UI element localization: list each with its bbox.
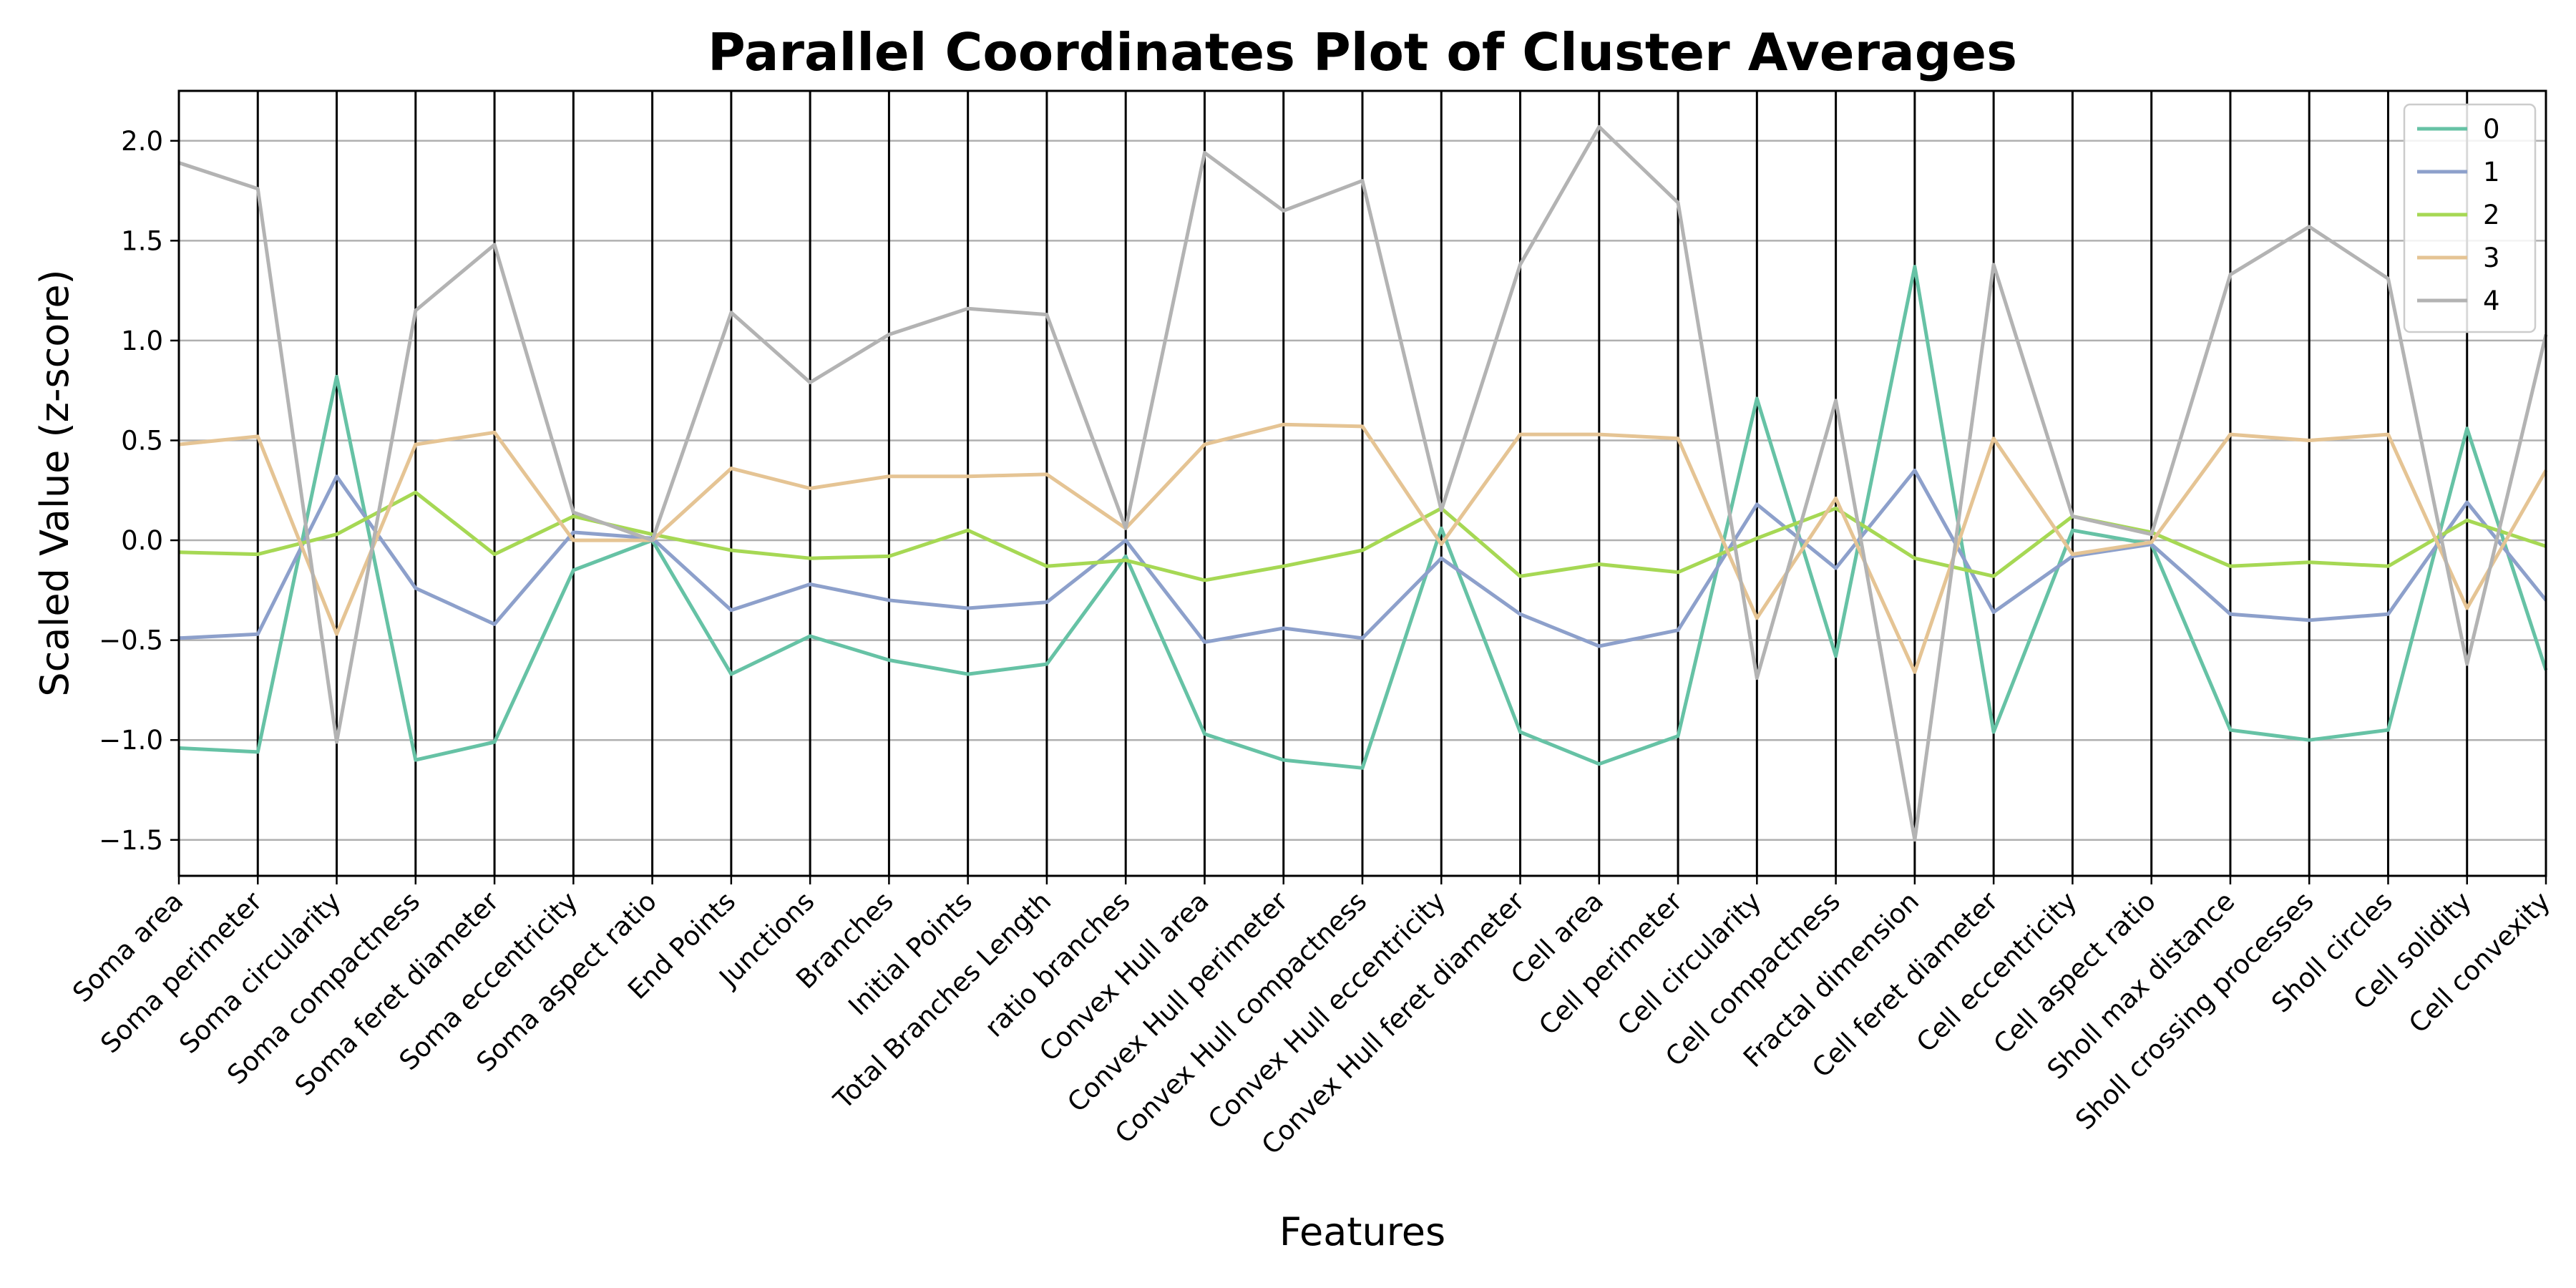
y-tick-label: 1.5 — [121, 225, 163, 256]
series-line-1 — [178, 468, 2547, 648]
series-line-3 — [178, 422, 2548, 674]
legend-label-1: 1 — [2483, 157, 2500, 187]
legend-label-2: 2 — [2483, 200, 2500, 230]
y-axis-label: Scaled Value (z-score) — [32, 269, 77, 696]
x-axis-label: Features — [1279, 1209, 1445, 1254]
y-tick-label: −1.0 — [99, 725, 163, 756]
legend-label-0: 0 — [2483, 114, 2500, 145]
y-ticks: 2.0 1.5 1.0 0.5 0.0 −0.5 −1.0 −1.5 — [99, 126, 179, 856]
y-tick-label: 0.5 — [121, 425, 163, 456]
series-lines — [178, 125, 2548, 842]
legend-frame — [2403, 103, 2537, 333]
y-tick-label: 2.0 — [121, 126, 163, 157]
chart-title: Parallel Coordinates Plot of Cluster Ave… — [708, 22, 2017, 82]
y-tick-label: −0.5 — [99, 625, 163, 656]
legend-label-3: 3 — [2483, 243, 2500, 273]
legend: 0 1 2 3 4 — [2403, 103, 2537, 333]
y-tick-label: 1.0 — [121, 326, 163, 356]
y-tick-label: 0.0 — [121, 525, 163, 556]
legend-label-4: 4 — [2483, 286, 2500, 316]
y-tick-label: −1.5 — [99, 825, 163, 856]
series-line-4 — [178, 125, 2548, 842]
